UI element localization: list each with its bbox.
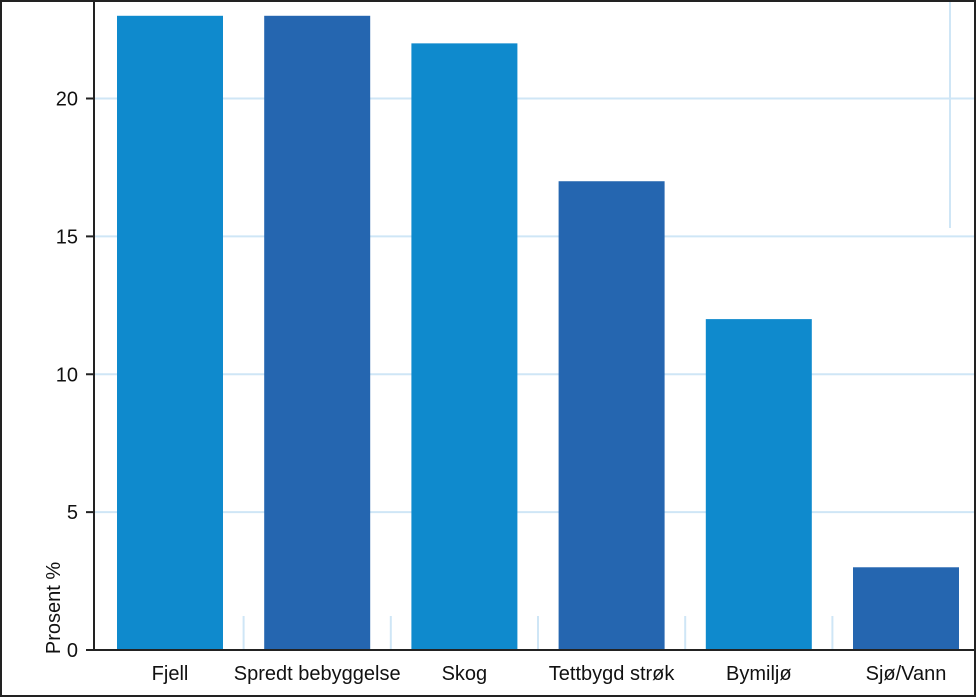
y-tick-label-15: 15 [56, 226, 78, 248]
x-tick-label-6: Sjø/Vann [866, 663, 947, 685]
axis-layer [93, 2, 974, 651]
y-tick-label-20: 20 [56, 89, 78, 111]
bar-layer [117, 15, 959, 651]
bar-3 [411, 43, 518, 651]
bar-2 [264, 15, 371, 651]
x-tick-label-5: Bymiljø [726, 663, 792, 685]
grid-layer [94, 2, 974, 650]
bar-4 [558, 181, 665, 650]
x-tick-label-3: Skog [442, 663, 488, 685]
bar-6 [853, 567, 959, 650]
x-tick-label-2: Spredt bebyggelse [234, 663, 401, 685]
tick-layer: Fjell Spredt bebyggelse Skog Tettbygd strøk… [56, 89, 947, 685]
bar-1 [117, 15, 223, 651]
bar-5 [705, 319, 812, 650]
x-tick-label-4: Tettbygd strøk [549, 663, 676, 685]
y-tick-label-0: 0 [67, 640, 78, 662]
y-axis-label: Prosent % [43, 562, 65, 654]
y-tick-label-5: 5 [67, 502, 78, 524]
y-tick-label-10: 10 [56, 364, 78, 386]
x-tick-label-1: Fjell [152, 663, 189, 685]
